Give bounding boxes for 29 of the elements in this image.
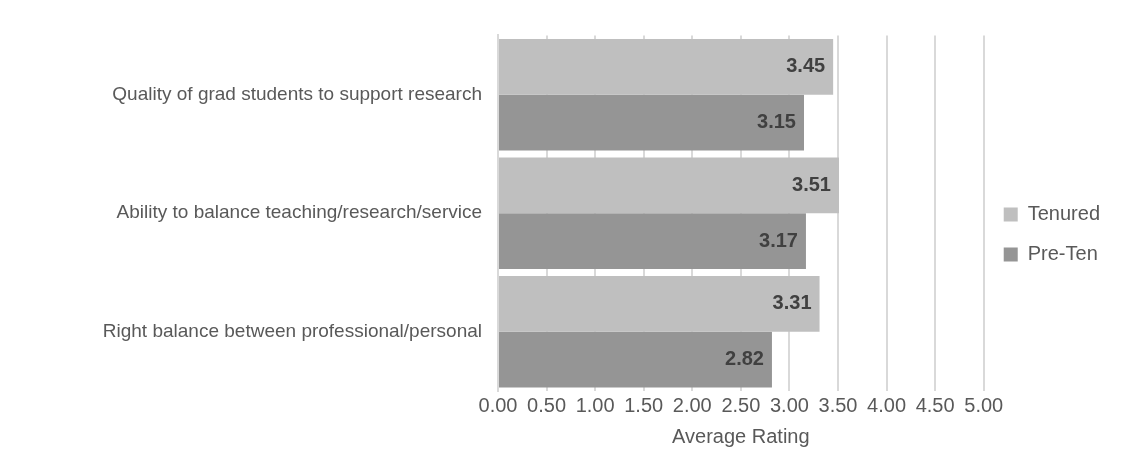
x-tick-label: 4.50 xyxy=(915,393,955,416)
data-label: 3.17 xyxy=(759,228,798,251)
bar xyxy=(499,331,772,388)
x-tick-label: 4.00 xyxy=(867,393,907,416)
legend-label: Pre-Ten xyxy=(1027,242,1098,265)
bar xyxy=(499,38,834,95)
bar xyxy=(499,157,839,214)
data-label: 3.15 xyxy=(757,110,797,133)
x-tick-label: 5.00 xyxy=(964,393,1004,416)
y-tick-label: Right balance between professional/personal xyxy=(102,319,482,341)
x-tick-label: 0.00 xyxy=(478,393,518,416)
bar xyxy=(499,213,806,269)
x-tick-label: 2.50 xyxy=(721,393,761,416)
x-tick-label: 2.00 xyxy=(672,393,712,416)
data-label: 3.51 xyxy=(792,172,831,195)
y-tick-label: Ability to balance teaching/research/service xyxy=(116,201,482,223)
y-tick-label: Quality of grad students to support research xyxy=(112,82,482,104)
data-label: 3.31 xyxy=(772,291,812,314)
bar xyxy=(499,276,820,332)
x-tick-label: 0.50 xyxy=(527,393,567,416)
legend-label: Tenured xyxy=(1027,202,1101,225)
data-label: 2.82 xyxy=(725,347,764,370)
x-axis-title: Average Rating xyxy=(672,424,810,447)
x-tick-label: 1.00 xyxy=(575,393,615,416)
x-tick-label: 3.00 xyxy=(769,393,809,416)
x-tick-label: 1.50 xyxy=(624,393,664,416)
bar xyxy=(499,94,805,151)
data-label: 3.45 xyxy=(786,54,826,77)
x-tick-label: 3.50 xyxy=(818,393,858,416)
